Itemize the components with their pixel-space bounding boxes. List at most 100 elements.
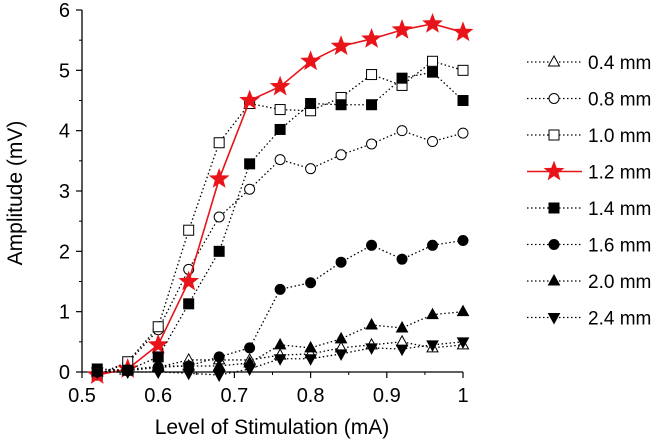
data-point <box>366 69 378 81</box>
data-point <box>243 364 256 377</box>
data-point <box>239 89 261 110</box>
data-point <box>300 50 321 71</box>
legend-label: 0.4 mm <box>588 53 651 74</box>
data-point <box>396 125 408 137</box>
legend-item: 1.2 mm <box>527 160 651 184</box>
data-point <box>244 183 256 195</box>
data-point <box>304 340 317 353</box>
data-point <box>365 343 378 355</box>
legend-label: 1.2 mm <box>588 163 651 184</box>
y-tick-label: 3 <box>59 181 70 203</box>
data-point <box>396 72 408 84</box>
data-point <box>304 354 317 366</box>
data-point <box>426 307 439 320</box>
data-point <box>269 75 291 96</box>
data-point <box>152 321 164 333</box>
legend-item: 0.8 mm <box>527 90 651 111</box>
data-point <box>183 298 195 310</box>
data-point <box>244 342 256 354</box>
legend-label: 2.4 mm <box>588 309 651 330</box>
legend-marker <box>548 239 560 250</box>
x-tick-label: 0.6 <box>144 385 172 407</box>
legend-item: 2.0 mm <box>527 272 651 293</box>
data-point <box>456 304 470 317</box>
y-tick-label: 5 <box>59 60 70 82</box>
legend-marker <box>547 54 561 67</box>
legend-marker <box>548 129 560 141</box>
data-point <box>426 340 439 352</box>
y-tick-label: 6 <box>59 0 70 22</box>
y-tick-label: 0 <box>59 362 70 384</box>
x-tick-label: 1 <box>457 385 468 407</box>
data-point <box>427 55 439 67</box>
x-tick-label: 0.7 <box>220 385 248 407</box>
legend-label: 1.6 mm <box>588 236 651 257</box>
legend-marker <box>548 93 560 104</box>
data-point <box>366 99 378 111</box>
chart-legend: 0.4 mm 0.8 mm 1.0 mm 1.2 mm 1.4 mm 1.6 mm 2.0 … <box>527 53 651 330</box>
data-point <box>334 331 348 344</box>
data-point <box>335 99 347 111</box>
data-point <box>396 253 408 265</box>
data-point <box>395 320 409 333</box>
y-tick-label: 1 <box>59 302 70 324</box>
x-tick-label: 0.8 <box>297 385 325 407</box>
data-point <box>422 12 443 33</box>
data-point <box>305 163 317 175</box>
series-1-2-mm <box>86 12 474 384</box>
data-point <box>330 35 352 56</box>
data-point <box>427 66 439 78</box>
data-point <box>274 104 286 116</box>
data-point <box>366 138 378 150</box>
data-point <box>121 367 135 380</box>
data-point <box>452 21 474 42</box>
series-1-0-mm <box>91 55 469 381</box>
data-point <box>365 317 378 330</box>
data-point <box>213 245 225 257</box>
data-point <box>457 64 469 76</box>
legend-item: 1.6 mm <box>527 236 651 257</box>
y-tick-label: 2 <box>59 241 70 263</box>
data-point <box>90 367 104 380</box>
data-point <box>147 333 169 354</box>
series-line <box>97 71 464 371</box>
y-tick-label: 4 <box>59 121 70 143</box>
data-point <box>457 95 469 106</box>
legend-item: 0.4 mm <box>527 53 651 74</box>
data-point <box>274 154 286 166</box>
data-point <box>213 211 225 223</box>
legend-marker <box>543 160 565 181</box>
data-point <box>457 234 469 246</box>
legend-item: 1.0 mm <box>527 126 651 147</box>
data-point <box>427 239 439 251</box>
data-point <box>151 367 165 380</box>
x-axis-label: Level of Stimulation (mA) <box>155 416 390 439</box>
data-point <box>335 149 347 161</box>
data-point <box>273 354 287 366</box>
series-2-4-mm <box>90 337 470 383</box>
data-point <box>182 368 196 381</box>
data-point <box>273 337 287 350</box>
data-point <box>244 158 256 170</box>
legend-label: 2.0 mm <box>588 272 651 293</box>
legend-marker <box>547 273 561 286</box>
y-axis-label: Amplitude (mV) <box>4 121 27 266</box>
data-point <box>305 277 317 289</box>
data-point <box>305 98 317 110</box>
data-point <box>212 358 226 371</box>
legend-marker <box>547 313 561 325</box>
data-point <box>395 344 409 357</box>
x-tick-label: 0.9 <box>373 385 401 407</box>
data-point <box>335 256 347 268</box>
data-point <box>183 224 195 236</box>
legend-marker <box>548 202 560 214</box>
data-point <box>208 168 230 188</box>
data-point <box>366 239 378 251</box>
data-point <box>395 334 409 347</box>
data-point <box>212 370 226 383</box>
data-point <box>427 136 439 148</box>
data-point <box>213 137 225 149</box>
data-point <box>334 349 348 361</box>
data-point <box>457 127 469 139</box>
